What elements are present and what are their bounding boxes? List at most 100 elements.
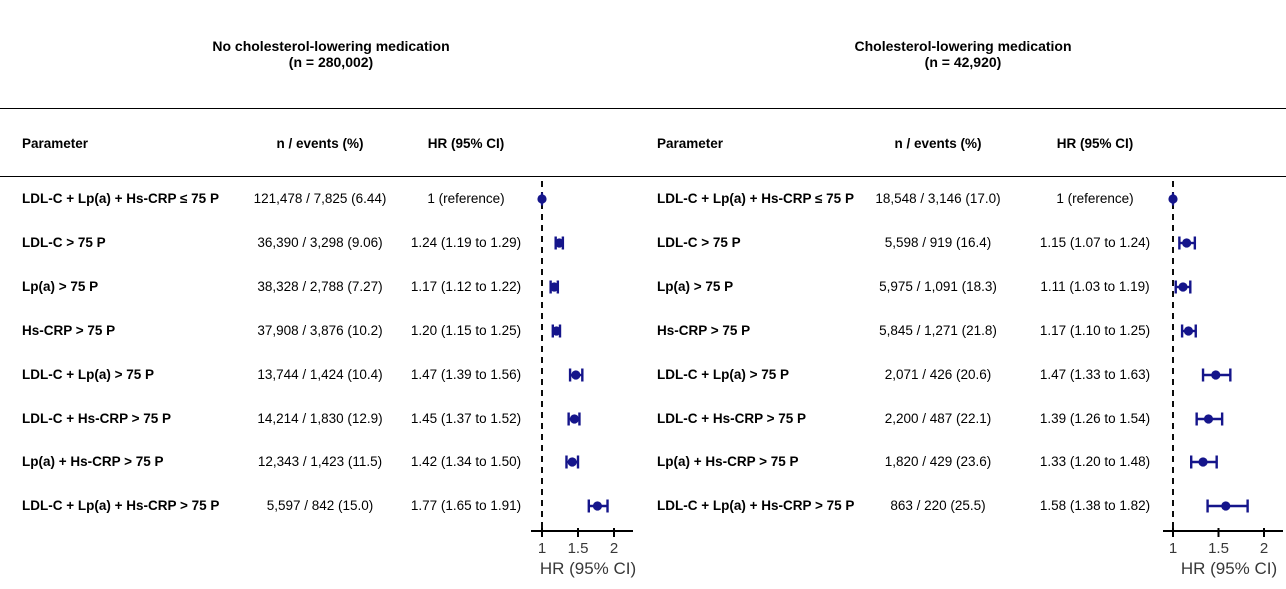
forest-plot-canvas: 1 1.5 2 HR (95% CI) <box>1163 181 1283 578</box>
column-header-n-events: n / events (%) <box>276 136 364 151</box>
point-estimate-marker <box>569 414 580 424</box>
parameter-cell: LDL-C + Hs-CRP > 75 P <box>657 411 807 426</box>
parameter-cell: Hs-CRP > 75 P <box>657 323 751 338</box>
point-estimate-marker <box>1183 326 1194 336</box>
forest-marker <box>1195 412 1224 426</box>
x-axis-tick-label: 1 <box>538 540 546 557</box>
n-events-cell: 5,598 / 919 (16.4) <box>884 235 992 250</box>
forest-marker <box>565 455 580 469</box>
point-estimate-marker <box>1168 194 1178 204</box>
forest-marker <box>568 368 584 382</box>
parameter-cell: LDL-C + Lp(a) + Hs-CRP > 75 P <box>657 498 855 513</box>
n-events-cell: 2,071 / 426 (20.6) <box>884 367 992 382</box>
parameter-cell: LDL-C + Lp(a) + Hs-CRP > 75 P <box>22 498 220 513</box>
point-estimate-marker <box>567 457 577 467</box>
parameter-cell: LDL-C + Lp(a) > 75 P <box>22 367 155 382</box>
hr-ci-cell: 1.20 (1.15 to 1.25) <box>410 323 522 338</box>
forest-marker <box>1174 280 1192 294</box>
forest-plot-canvas: 1 1.5 2 HR (95% CI) <box>531 181 636 578</box>
parameter-cell: LDL-C + Lp(a) > 75 P <box>657 367 790 382</box>
forest-marker <box>1178 236 1197 250</box>
n-events-cell: 14,214 / 1,830 (12.9) <box>257 411 383 426</box>
point-estimate-marker <box>1178 282 1188 292</box>
parameter-cell: Lp(a) + Hs-CRP > 75 P <box>22 454 164 469</box>
x-axis-tick-label: 1.5 <box>1208 540 1229 557</box>
hr-ci-cell: 1.33 (1.20 to 1.48) <box>1039 454 1151 469</box>
forest-marker <box>1168 192 1178 206</box>
point-estimate-marker <box>1182 238 1192 248</box>
panel-title-line1: Cholesterol-lowering medication <box>854 38 1072 54</box>
parameter-cell: Lp(a) > 75 P <box>657 279 734 294</box>
parameter-cell: Lp(a) + Hs-CRP > 75 P <box>657 454 799 469</box>
x-axis-label: HR (95% CI) <box>540 559 636 578</box>
column-header-parameter: Parameter <box>22 136 89 151</box>
point-estimate-marker <box>537 194 547 204</box>
hr-ci-cell: 1 (reference) <box>427 191 505 206</box>
n-events-cell: 13,744 / 1,424 (10.4) <box>257 367 383 382</box>
forest-marker <box>1180 324 1197 338</box>
column-header-hr: HR (95% CI) <box>427 136 505 151</box>
hr-ci-cell: 1.58 (1.38 to 1.82) <box>1039 498 1151 513</box>
forest-marker <box>554 236 565 250</box>
forest-marker <box>1206 499 1249 513</box>
forest-marker <box>1190 455 1218 469</box>
n-events-cell: 5,845 / 1,271 (21.8) <box>879 323 997 338</box>
n-events-cell: 121,478 / 7,825 (6.44) <box>253 191 387 206</box>
n-events-cell: 2,200 / 487 (22.1) <box>884 411 992 426</box>
point-estimate-marker <box>1198 457 1208 467</box>
title-divider-rule <box>0 108 1286 109</box>
forest-marker <box>587 499 609 513</box>
point-estimate-marker <box>549 282 559 292</box>
hr-ci-cell: 1.47 (1.33 to 1.63) <box>1039 367 1151 382</box>
panel-title: Cholesterol-lowering medication (n = 42,… <box>743 38 1183 70</box>
parameter-cell: Hs-CRP > 75 P <box>22 323 116 338</box>
panel-title-line2: (n = 42,920) <box>924 54 1002 70</box>
hr-ci-cell: 1.42 (1.34 to 1.50) <box>410 454 522 469</box>
forest-panel: Cholesterol-lowering medication (n = 42,… <box>643 0 1286 589</box>
forest-marker <box>1201 368 1232 382</box>
panel-title: No cholesterol-lowering medication (n = … <box>111 38 551 70</box>
n-events-cell: 38,328 / 2,788 (7.27) <box>257 279 383 294</box>
x-axis-tick-label: 2 <box>1260 540 1268 557</box>
hr-ci-cell: 1.17 (1.12 to 1.22) <box>410 279 522 294</box>
hr-ci-cell: 1.39 (1.26 to 1.54) <box>1039 411 1151 426</box>
header-divider-rule <box>0 176 1286 177</box>
n-events-cell: 18,548 / 3,146 (17.0) <box>875 191 1001 206</box>
hr-ci-cell: 1.47 (1.39 to 1.56) <box>410 367 522 382</box>
column-header-parameter: Parameter <box>657 136 724 151</box>
column-header-hr: HR (95% CI) <box>1056 136 1134 151</box>
hr-ci-cell: 1.24 (1.19 to 1.29) <box>410 235 522 250</box>
point-estimate-marker <box>554 238 564 248</box>
hr-ci-cell: 1.17 (1.10 to 1.25) <box>1039 323 1151 338</box>
hr-ci-cell: 1.45 (1.37 to 1.52) <box>410 411 522 426</box>
column-header-n-events: n / events (%) <box>894 136 982 151</box>
parameter-cell: LDL-C > 75 P <box>22 235 106 250</box>
forest-marker <box>551 324 562 338</box>
n-events-cell: 863 / 220 (25.5) <box>890 498 986 513</box>
n-events-cell: 37,908 / 3,876 (10.2) <box>257 323 383 338</box>
point-estimate-marker <box>571 370 581 380</box>
n-events-cell: 5,975 / 1,091 (18.3) <box>879 279 997 294</box>
hr-ci-cell: 1.15 (1.07 to 1.24) <box>1039 235 1151 250</box>
point-estimate-marker <box>1203 414 1214 424</box>
x-axis-tick-label: 1 <box>1169 540 1177 557</box>
point-estimate-marker <box>1221 501 1231 511</box>
parameter-cell: LDL-C + Hs-CRP > 75 P <box>22 411 172 426</box>
forest-marker <box>537 192 547 206</box>
hr-ci-cell: 1.11 (1.03 to 1.19) <box>1040 279 1150 294</box>
parameter-cell: LDL-C + Lp(a) + Hs-CRP ≤ 75 P <box>22 191 219 206</box>
forest-marker <box>549 280 560 294</box>
n-events-cell: 1,820 / 429 (23.6) <box>884 454 992 469</box>
forest-panel: No cholesterol-lowering medication (n = … <box>22 38 636 578</box>
n-events-cell: 5,597 / 842 (15.0) <box>266 498 374 513</box>
hr-ci-cell: 1.77 (1.65 to 1.91) <box>410 498 522 513</box>
point-estimate-marker <box>551 326 562 336</box>
point-estimate-marker <box>592 501 603 511</box>
hr-ci-cell: 1 (reference) <box>1056 191 1134 206</box>
panel-title-line1: No cholesterol-lowering medication <box>212 38 450 54</box>
panel-title-line2: (n = 280,002) <box>288 54 374 70</box>
parameter-cell: Lp(a) > 75 P <box>22 279 99 294</box>
forest-marker <box>567 412 581 426</box>
x-axis-tick-label: 2 <box>610 540 618 557</box>
